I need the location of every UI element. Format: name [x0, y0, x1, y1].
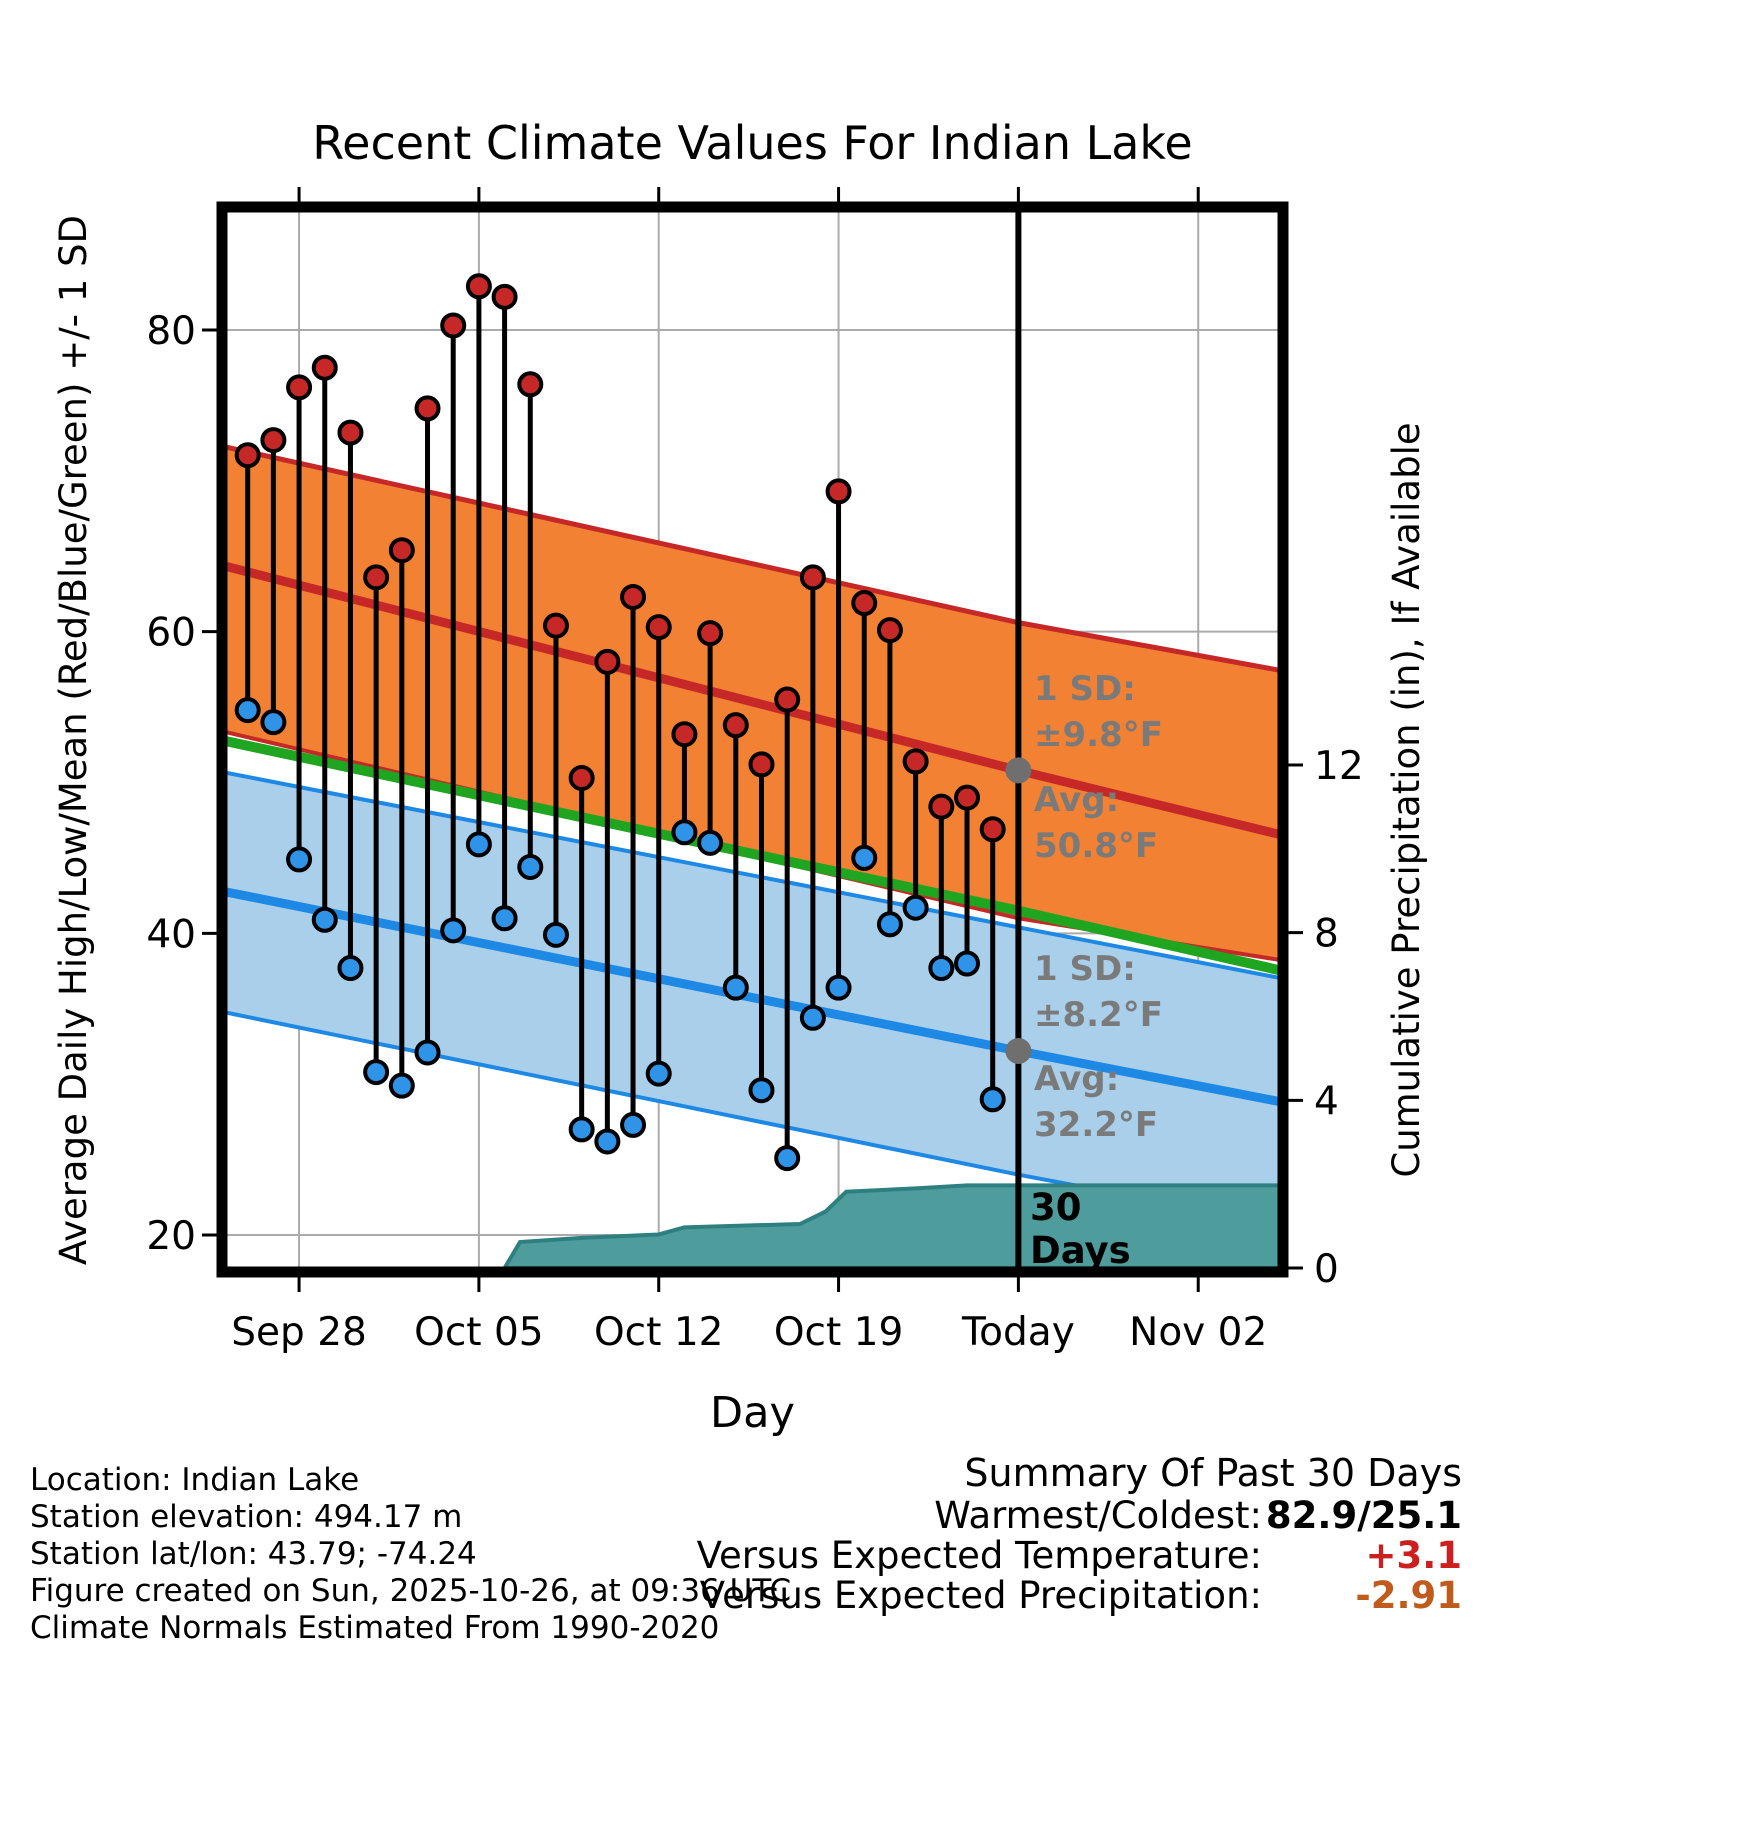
annotation-line: Avg: [1034, 780, 1120, 820]
summary-row-vs-temperature: Versus Expected Temperature: +3.1 [697, 1536, 1462, 1576]
annotation-line: ±9.8°F [1034, 715, 1163, 755]
y-axis-label-right: Cumulative Precipitation (in), If Availa… [1385, 422, 1428, 1178]
svg-text:Oct 19: Oct 19 [774, 1310, 903, 1355]
footer-elevation: Station elevation: 494.17 m [30, 1499, 463, 1535]
svg-text:20: 20 [146, 1214, 196, 1259]
svg-text:80: 80 [146, 309, 196, 354]
summary-panel: Summary Of Past 30 Days Warmest/Coldest:… [697, 1453, 1462, 1616]
summary-title: Summary Of Past 30 Days [964, 1451, 1462, 1495]
summary-value: +3.1 [1365, 1534, 1462, 1577]
annotation-line: 1 SD: [1034, 669, 1136, 709]
summary-label: Versus Expected Precipitation: [699, 1574, 1262, 1617]
annotation-line: 30 [1030, 1186, 1082, 1229]
summary-label: Warmest/Coldest: [934, 1494, 1262, 1537]
footer-latlon: Station lat/lon: 43.79; -74.24 [30, 1536, 477, 1572]
annotation-30-days: 30 Days [1030, 1186, 1131, 1272]
footer-info: Location: Indian Lake Station elevation:… [30, 1462, 791, 1647]
svg-text:60: 60 [146, 611, 196, 656]
annotation-low-avg: Avg: 32.2°F [1034, 1056, 1158, 1148]
annotation-high-avg: Avg: 50.8°F [1034, 777, 1158, 869]
footer-created: Figure created on Sun, 2025-10-26, at 09… [30, 1573, 792, 1609]
y-axis-label-left: Average Daily High/Low/Mean (Red/Blue/Gr… [52, 214, 95, 1266]
svg-text:Sep 28: Sep 28 [231, 1310, 367, 1355]
annotation-line: 1 SD: [1034, 949, 1136, 989]
svg-text:12: 12 [1314, 744, 1364, 789]
annotation-line: 50.8°F [1034, 826, 1159, 866]
summary-value: 82.9/25.1 [1265, 1494, 1462, 1537]
annotation-line: Days [1030, 1229, 1131, 1272]
svg-text:Nov 02: Nov 02 [1129, 1310, 1267, 1355]
svg-text:0: 0 [1314, 1247, 1339, 1292]
x-axis-label: Day [710, 1388, 795, 1438]
annotation-high-sd: 1 SD: ±9.8°F [1034, 666, 1163, 758]
svg-text:Oct 12: Oct 12 [594, 1310, 723, 1355]
chart-title: Recent Climate Values For Indian Lake [312, 116, 1193, 170]
footer-normals: Climate Normals Estimated From 1990-2020 [30, 1610, 720, 1646]
footer-location: Location: Indian Lake [30, 1462, 360, 1498]
svg-text:4: 4 [1314, 1079, 1339, 1124]
svg-text:Oct 05: Oct 05 [414, 1310, 543, 1355]
svg-text:40: 40 [146, 912, 196, 957]
annotation-low-sd: 1 SD: ±8.2°F [1034, 946, 1163, 1038]
svg-text:8: 8 [1314, 912, 1339, 957]
summary-label: Versus Expected Temperature: [696, 1534, 1262, 1577]
summary-value: -2.91 [1355, 1574, 1462, 1617]
svg-text:Today: Today [961, 1310, 1075, 1355]
chart-canvas: Sep 28 Oct 05 Oct 12 Oct 19 Today Nov 0220406… [146, 187, 1364, 1355]
summary-row-warmest-coldest: Warmest/Coldest: 82.9/25.1 [697, 1496, 1462, 1536]
annotation-line: 32.2°F [1034, 1105, 1159, 1145]
summary-row-vs-precipitation: Versus Expected Precipitation: -2.91 [697, 1576, 1462, 1616]
annotation-line: Avg: [1034, 1059, 1120, 1099]
annotation-line: ±8.2°F [1034, 995, 1163, 1035]
